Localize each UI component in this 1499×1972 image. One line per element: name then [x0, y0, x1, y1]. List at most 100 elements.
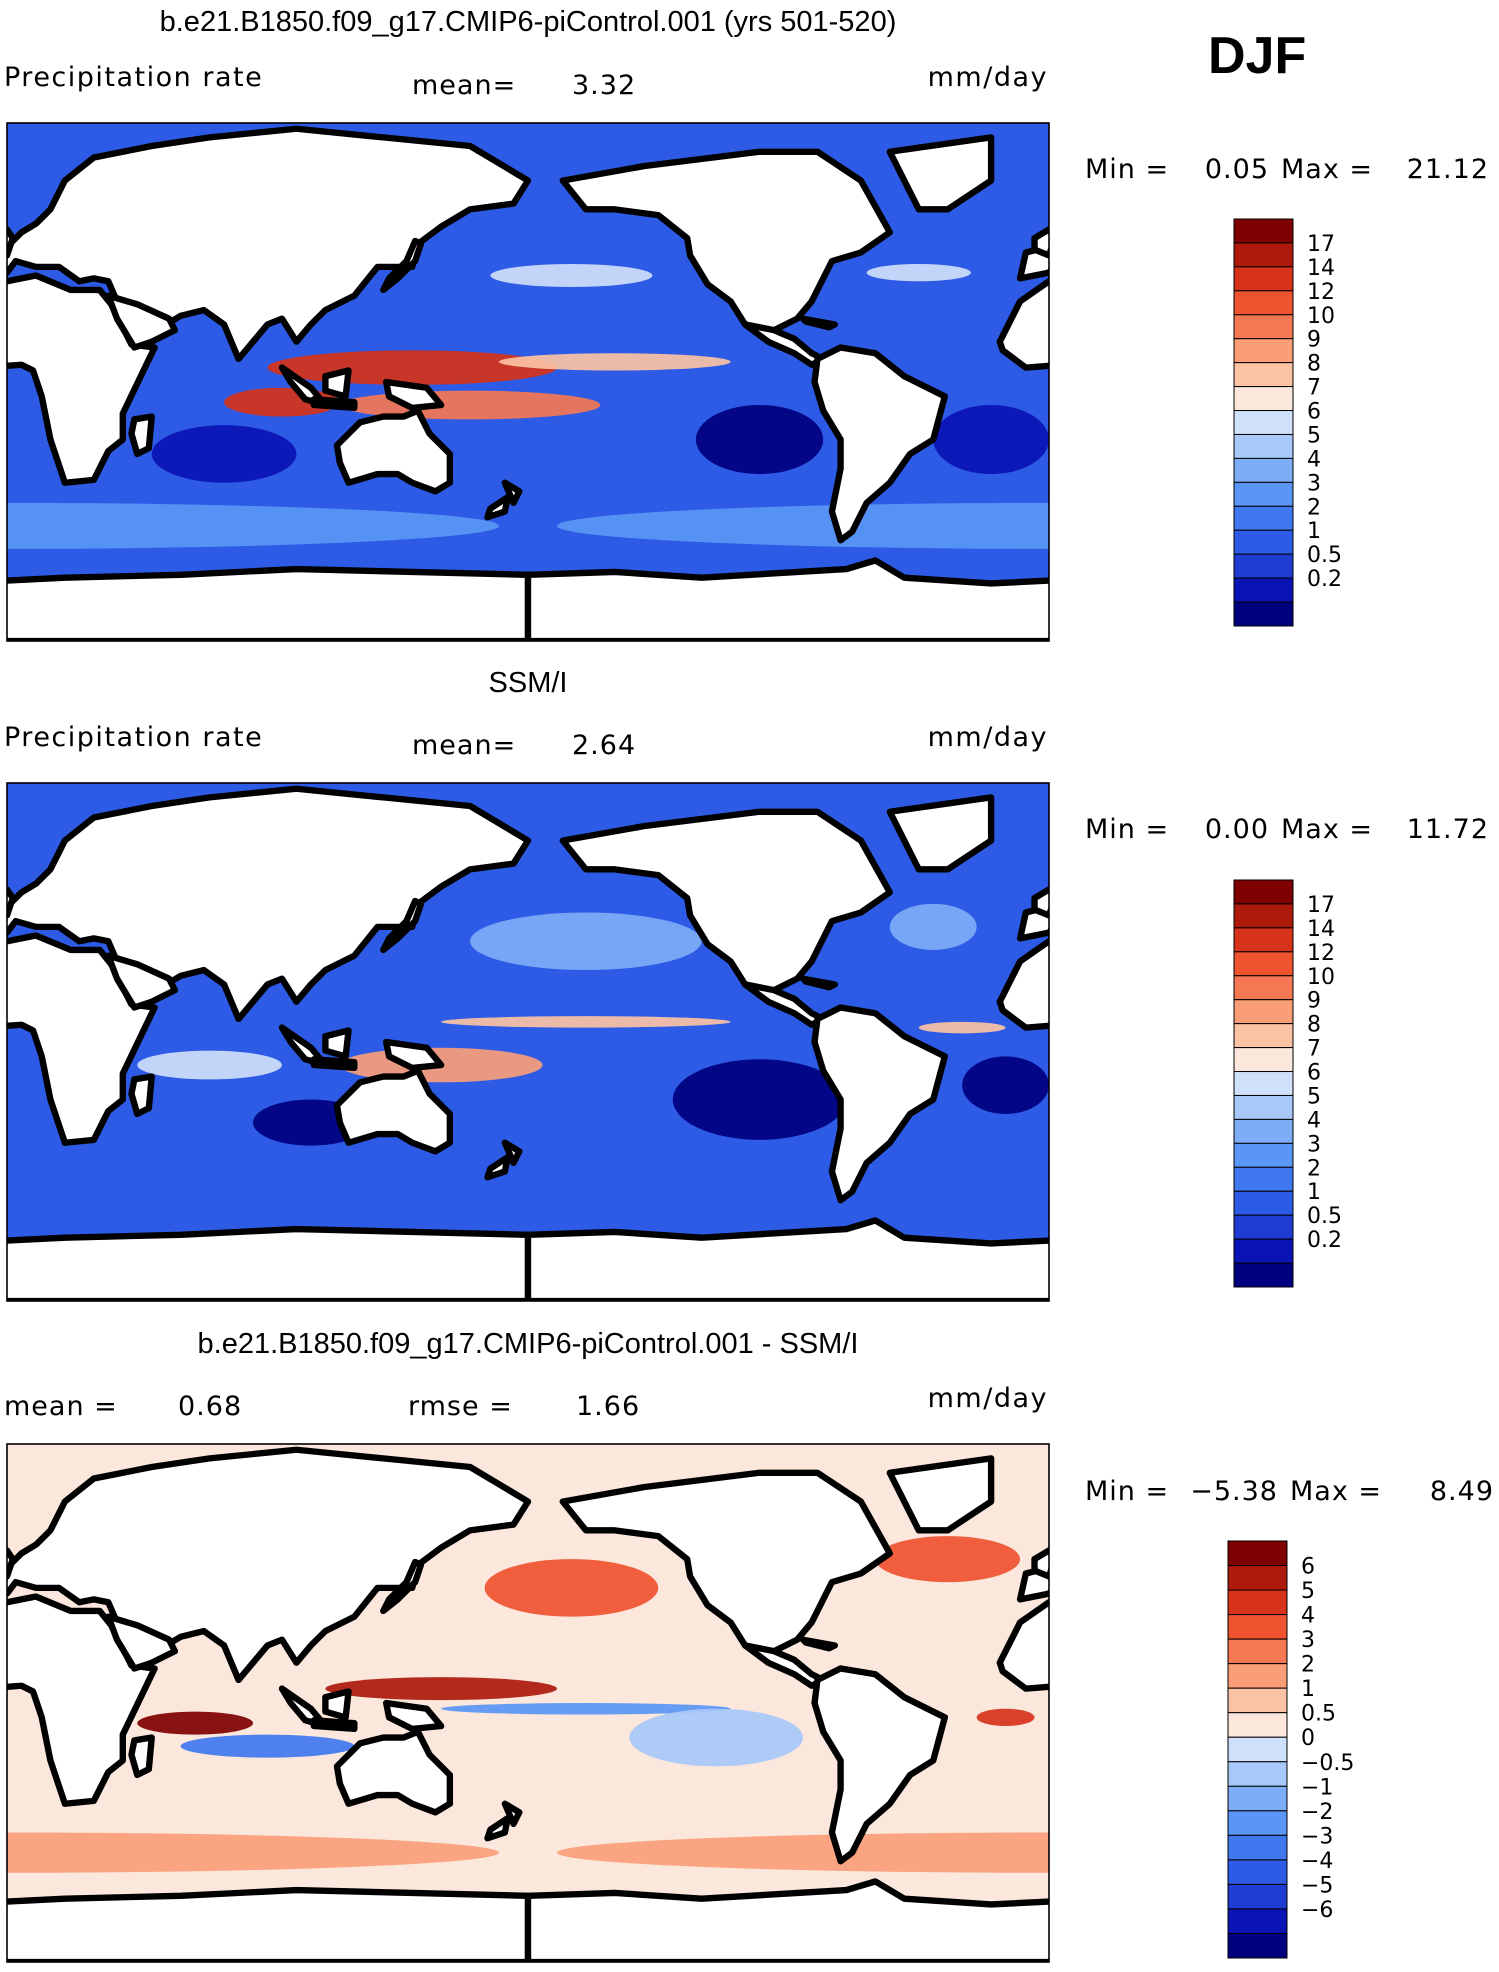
field-band: [151, 425, 297, 483]
field-band: [557, 1832, 1049, 1873]
colorbar-tick-label: 1: [1307, 1180, 1321, 1205]
field-band: [1367, 1677, 1499, 1700]
colorbar-tick-label: 4: [1307, 447, 1321, 472]
mean-label: mean=: [412, 70, 516, 101]
field-band: [557, 502, 1049, 549]
precip-map: [7, 783, 1049, 1301]
max-label: Max =: [1281, 154, 1373, 185]
max-value: 11.72: [1407, 814, 1489, 845]
colorbar-bin: [1233, 410, 1294, 435]
colorbar-bin: [1233, 927, 1294, 953]
colorbar-bin: [1227, 1883, 1288, 1910]
field-band: [672, 1059, 847, 1140]
field-band: [889, 903, 977, 950]
colorbar-bin: [1227, 1761, 1288, 1787]
colorbar-tick-label: 3: [1307, 1132, 1321, 1157]
panel-obs: SSM/I Precipitation rate mean= 2.64 mm/d…: [4, 667, 1489, 1302]
min-value: −5.38: [1190, 1476, 1278, 1507]
colorbar-bin: [1233, 218, 1294, 244]
map-frame: [6, 1443, 1050, 1963]
min-value: 0.05: [1205, 154, 1269, 185]
colorbar-tick-label: −1: [1301, 1775, 1333, 1800]
colorbar-bin: [1227, 1663, 1288, 1689]
colorbar-tick-label: 8: [1307, 352, 1321, 377]
colorbar-bin: [1227, 1785, 1288, 1812]
colorbar-tick-label: 4: [1301, 1604, 1315, 1629]
field-band: [499, 353, 731, 371]
field-band: [470, 912, 702, 971]
colorbar-tick-label: 6: [1307, 400, 1321, 425]
colorbar-bin: [1233, 1094, 1294, 1120]
field-band: [484, 1559, 659, 1617]
max-label: Max =: [1290, 1476, 1382, 1507]
field-band: [875, 1536, 1021, 1583]
colorbar-tick-label: 6: [1307, 1061, 1321, 1086]
min-label: Min =: [1085, 814, 1169, 845]
field-band: [325, 1677, 557, 1701]
field-band: [137, 1050, 282, 1080]
mean-label: mean =: [4, 1391, 118, 1422]
panel-title: SSM/I: [489, 667, 568, 699]
colorbar-tick-label: −0.5: [1301, 1751, 1354, 1776]
min-value: 0.00: [1205, 814, 1269, 845]
max-value: 21.12: [1407, 154, 1489, 185]
panel-title: b.e21.B1850.f09_g17.CMIP6-piControl.001 …: [160, 6, 897, 38]
colorbar-bin: [1227, 1859, 1288, 1885]
map-frame: [6, 782, 1050, 1302]
colorbar-bin: [1233, 1262, 1294, 1288]
field-band: [918, 1021, 1006, 1034]
field-band: [976, 1708, 1035, 1727]
field-band: [1382, 391, 1499, 420]
field-band: [1310, 350, 1499, 385]
colorbar-bin: [1233, 999, 1294, 1025]
colorbar-bin: [1227, 1736, 1288, 1763]
colorbar-tick-label: −3: [1301, 1824, 1333, 1849]
units-label: mm/day: [928, 62, 1048, 93]
colorbar-bin: [1227, 1834, 1288, 1861]
colorbar-bin: [1233, 314, 1294, 340]
colorbar-tick-label: −6: [1301, 1898, 1333, 1923]
units-label: mm/day: [928, 1383, 1048, 1414]
colorbar-tick-label: 8: [1307, 1013, 1321, 1038]
colorbar-bin: [1227, 1712, 1288, 1738]
colorbar-tick-label: 14: [1307, 256, 1335, 281]
season-label: DJF: [1208, 27, 1306, 85]
colorbar-bin: [1233, 481, 1294, 507]
colorbar-tick-label: 2: [1307, 495, 1321, 520]
colorbar-bin: [1233, 457, 1294, 483]
colorbar-tick-label: 12: [1307, 941, 1335, 966]
colorbar-bin: [1233, 362, 1294, 388]
colorbar-tick-label: 3: [1307, 471, 1321, 496]
colorbar-bin: [1233, 601, 1294, 627]
mean-value: 0.68: [178, 1391, 242, 1422]
colorbar-tick-label: −4: [1301, 1849, 1333, 1874]
colorbar-bin: [1227, 1540, 1288, 1567]
colorbar-bin: [1233, 975, 1294, 1001]
colorbar-bin: [1227, 1687, 1288, 1714]
colorbar-bin: [1233, 903, 1294, 929]
colorbar-tick-label: 0.5: [1301, 1702, 1336, 1727]
colorbar-bin: [1227, 1810, 1288, 1836]
colorbar-tick-label: 5: [1301, 1579, 1315, 1604]
mean-value: 2.64: [572, 730, 636, 761]
colorbar-bin: [1233, 290, 1294, 316]
colorbar-tick-label: 7: [1307, 1037, 1321, 1062]
field-band: [137, 1711, 254, 1735]
colorbar-tick-label: 2: [1301, 1653, 1315, 1678]
colorbar-tick-label: 0.2: [1307, 567, 1342, 592]
field-band: [629, 1708, 803, 1767]
field-band: [441, 1703, 731, 1715]
colorbar-tick-label: 10: [1307, 304, 1335, 329]
colorbar-tick-label: 3: [1301, 1628, 1315, 1653]
panel-title: b.e21.B1850.f09_g17.CMIP6-piControl.001 …: [198, 1328, 859, 1360]
units-label: mm/day: [928, 722, 1048, 753]
colorbar-bin: [1233, 1142, 1294, 1168]
colorbar-tick-label: 10: [1307, 965, 1335, 990]
colorbar-bin: [1227, 1638, 1288, 1665]
colorbar-bin: [1227, 1908, 1288, 1934]
mean-label: mean=: [412, 730, 516, 761]
field-label: Precipitation rate: [4, 62, 263, 93]
